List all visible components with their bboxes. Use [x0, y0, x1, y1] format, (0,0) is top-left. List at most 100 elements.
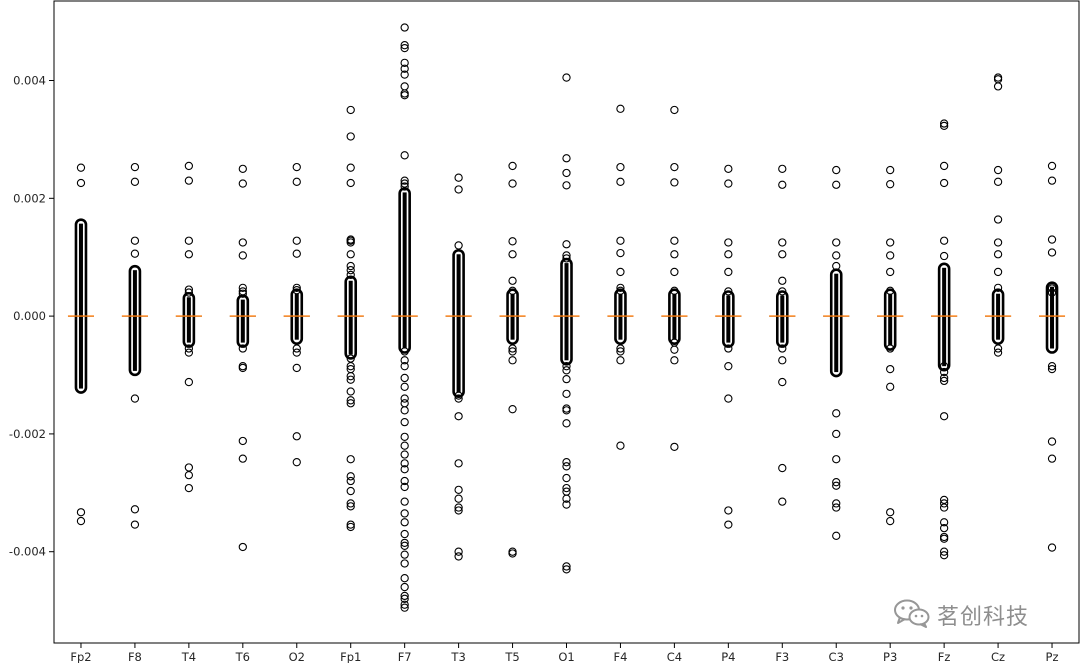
outlier-point — [562, 494, 571, 503]
outlier-point — [616, 104, 625, 113]
outlier-point — [886, 238, 895, 247]
outlier-point — [1047, 235, 1057, 244]
outlier-point — [670, 178, 679, 187]
outlier-point — [1047, 248, 1057, 257]
dense-outlier-band-fill — [186, 297, 191, 343]
outlier-point — [724, 250, 733, 259]
outlier-point — [832, 503, 841, 512]
outlier-point — [832, 531, 841, 540]
outlier-point — [670, 356, 679, 365]
outlier-point — [993, 344, 1003, 353]
outlier-point — [400, 70, 409, 79]
outlier-point — [184, 176, 194, 185]
y-tick-label: 0.002 — [13, 191, 46, 205]
outlier-point — [562, 362, 571, 371]
outlier-point — [292, 458, 301, 467]
box-fz — [931, 119, 958, 560]
outlier-point — [184, 288, 194, 297]
outlier-point — [508, 549, 517, 558]
outlier-point — [886, 165, 895, 175]
outlier-point — [400, 559, 409, 568]
y-tick-label: 0.004 — [13, 74, 46, 88]
outlier-point — [939, 503, 949, 512]
outlier-point — [1047, 364, 1057, 374]
outlier-point — [562, 374, 571, 384]
outlier-point — [346, 399, 355, 408]
outlier-point — [454, 241, 463, 250]
outlier-point — [778, 276, 787, 285]
outlier-point — [400, 550, 409, 559]
outlier-point — [508, 347, 517, 356]
x-tick-label: O2 — [289, 650, 305, 663]
outlier-point — [400, 432, 409, 442]
outlier-point — [238, 436, 247, 446]
outlier-point — [184, 236, 194, 245]
outlier-point — [400, 574, 409, 583]
outlier-point — [886, 251, 895, 260]
outlier-point — [400, 518, 409, 527]
outlier-point — [993, 165, 1003, 175]
outlier-point — [778, 356, 787, 365]
outlier-point — [400, 482, 409, 492]
outlier-point — [346, 387, 355, 396]
outlier-point — [993, 238, 1003, 247]
dense-outlier-band — [722, 290, 735, 348]
dense-outlier-band — [398, 187, 411, 354]
outlier-point — [993, 250, 1003, 259]
box-f8 — [121, 162, 148, 529]
box-p4 — [715, 164, 742, 529]
outlier-point — [1047, 288, 1057, 297]
outlier-point — [454, 391, 463, 400]
x-tick-label: T6 — [235, 650, 250, 663]
x-tick-label: P4 — [721, 650, 735, 663]
box-pz — [1039, 161, 1066, 552]
outlier-point — [562, 462, 571, 471]
outlier-point — [292, 344, 301, 353]
outlier-point — [76, 516, 86, 526]
dense-outlier-band — [344, 275, 358, 360]
outlier-point — [1047, 284, 1057, 293]
outlier-point — [454, 494, 463, 503]
outlier-point — [993, 348, 1003, 357]
dense-outlier-band-fill — [834, 273, 839, 373]
outlier-point — [939, 121, 949, 131]
outlier-point — [292, 236, 301, 245]
outlier-point — [508, 237, 517, 246]
outlier-point — [778, 377, 787, 387]
outlier-point — [292, 432, 301, 441]
box-t4 — [175, 161, 202, 493]
outlier-point — [616, 347, 625, 356]
x-tick-label: Fp2 — [70, 650, 91, 663]
outlier-point — [832, 481, 841, 490]
box-cz — [985, 73, 1012, 357]
outlier-point — [400, 476, 409, 486]
outlier-point — [939, 161, 949, 171]
outlier-point — [346, 375, 355, 384]
outlier-point — [670, 250, 679, 259]
outlier-point — [724, 506, 733, 515]
outlier-point — [400, 91, 409, 100]
outlier-point — [778, 250, 787, 259]
outlier-point — [346, 362, 355, 371]
outlier-point — [724, 238, 733, 247]
outlier-point — [346, 502, 355, 511]
outlier-point — [292, 348, 301, 357]
outlier-point — [400, 582, 409, 592]
dense-outlier-band-fill — [780, 295, 785, 343]
outlier-point — [346, 266, 355, 275]
outlier-point — [616, 356, 625, 365]
outlier-point — [508, 356, 517, 365]
outlier-point — [939, 499, 949, 508]
outlier-point — [939, 373, 949, 383]
outlier-point — [724, 394, 733, 403]
outlier-point — [130, 505, 140, 514]
outlier-point — [778, 287, 787, 296]
x-tick-label: T5 — [504, 650, 519, 663]
dense-outlier-band — [452, 248, 465, 398]
outlier-point — [562, 483, 571, 493]
box-f3 — [769, 164, 796, 506]
outlier-point — [778, 180, 787, 189]
outlier-point — [454, 503, 463, 512]
outlier-point — [670, 267, 679, 277]
outlier-point — [724, 344, 733, 353]
